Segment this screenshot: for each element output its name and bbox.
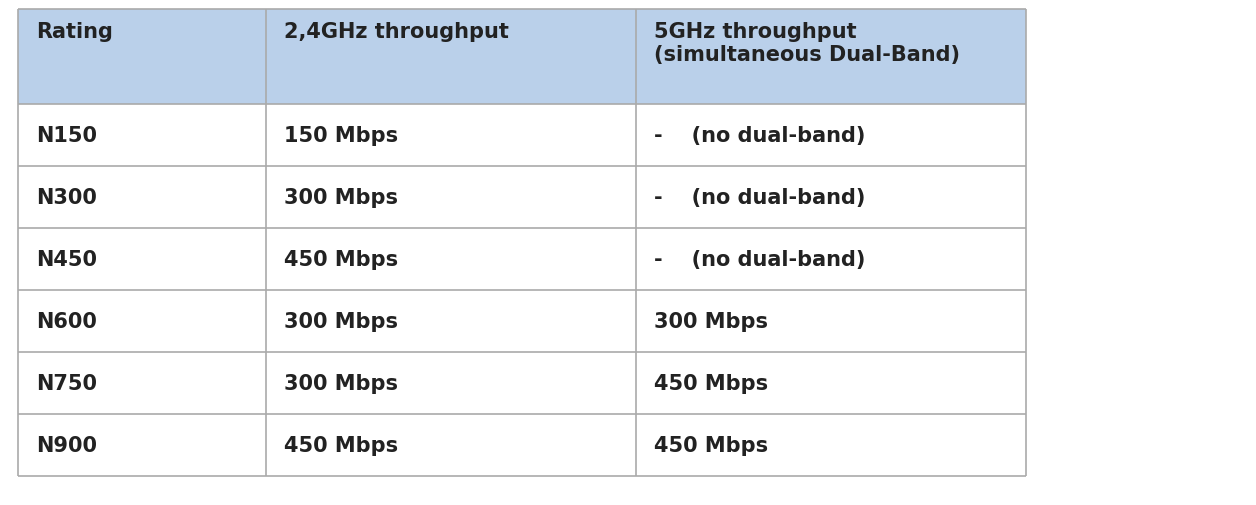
Text: N900: N900 <box>36 435 97 455</box>
Text: 150 Mbps: 150 Mbps <box>284 126 398 146</box>
Bar <box>18 290 266 352</box>
Bar <box>18 167 266 229</box>
Text: 300 Mbps: 300 Mbps <box>284 373 398 393</box>
Text: -    (no dual-band): - (no dual-band) <box>654 126 865 146</box>
Text: 300 Mbps: 300 Mbps <box>654 312 767 331</box>
Text: 450 Mbps: 450 Mbps <box>654 373 769 393</box>
Bar <box>636 290 1026 352</box>
Bar <box>636 10 1026 105</box>
Text: -    (no dual-band): - (no dual-band) <box>654 249 865 270</box>
Bar <box>266 10 636 105</box>
Text: 5GHz throughput
(simultaneous Dual-Band): 5GHz throughput (simultaneous Dual-Band) <box>654 22 960 65</box>
Text: -    (no dual-band): - (no dual-band) <box>654 188 865 208</box>
Text: 450 Mbps: 450 Mbps <box>654 435 769 455</box>
Bar <box>266 290 636 352</box>
Bar <box>266 167 636 229</box>
Bar <box>636 167 1026 229</box>
Text: 2,4GHz throughput: 2,4GHz throughput <box>284 22 509 42</box>
Text: N300: N300 <box>36 188 97 208</box>
Text: 300 Mbps: 300 Mbps <box>284 312 398 331</box>
Bar <box>266 414 636 476</box>
Text: 300 Mbps: 300 Mbps <box>284 188 398 208</box>
Bar <box>18 105 266 167</box>
Bar <box>266 229 636 290</box>
Text: N600: N600 <box>36 312 97 331</box>
Text: N150: N150 <box>36 126 97 146</box>
Text: N450: N450 <box>36 249 97 270</box>
Bar <box>636 105 1026 167</box>
Bar <box>636 414 1026 476</box>
Bar <box>636 352 1026 414</box>
Bar <box>266 105 636 167</box>
Bar <box>18 10 266 105</box>
Text: 450 Mbps: 450 Mbps <box>284 249 398 270</box>
Text: 450 Mbps: 450 Mbps <box>284 435 398 455</box>
Text: N750: N750 <box>36 373 97 393</box>
Bar <box>18 352 266 414</box>
Bar <box>18 229 266 290</box>
Bar <box>636 229 1026 290</box>
Bar <box>18 414 266 476</box>
Text: Rating: Rating <box>36 22 113 42</box>
Bar <box>266 352 636 414</box>
